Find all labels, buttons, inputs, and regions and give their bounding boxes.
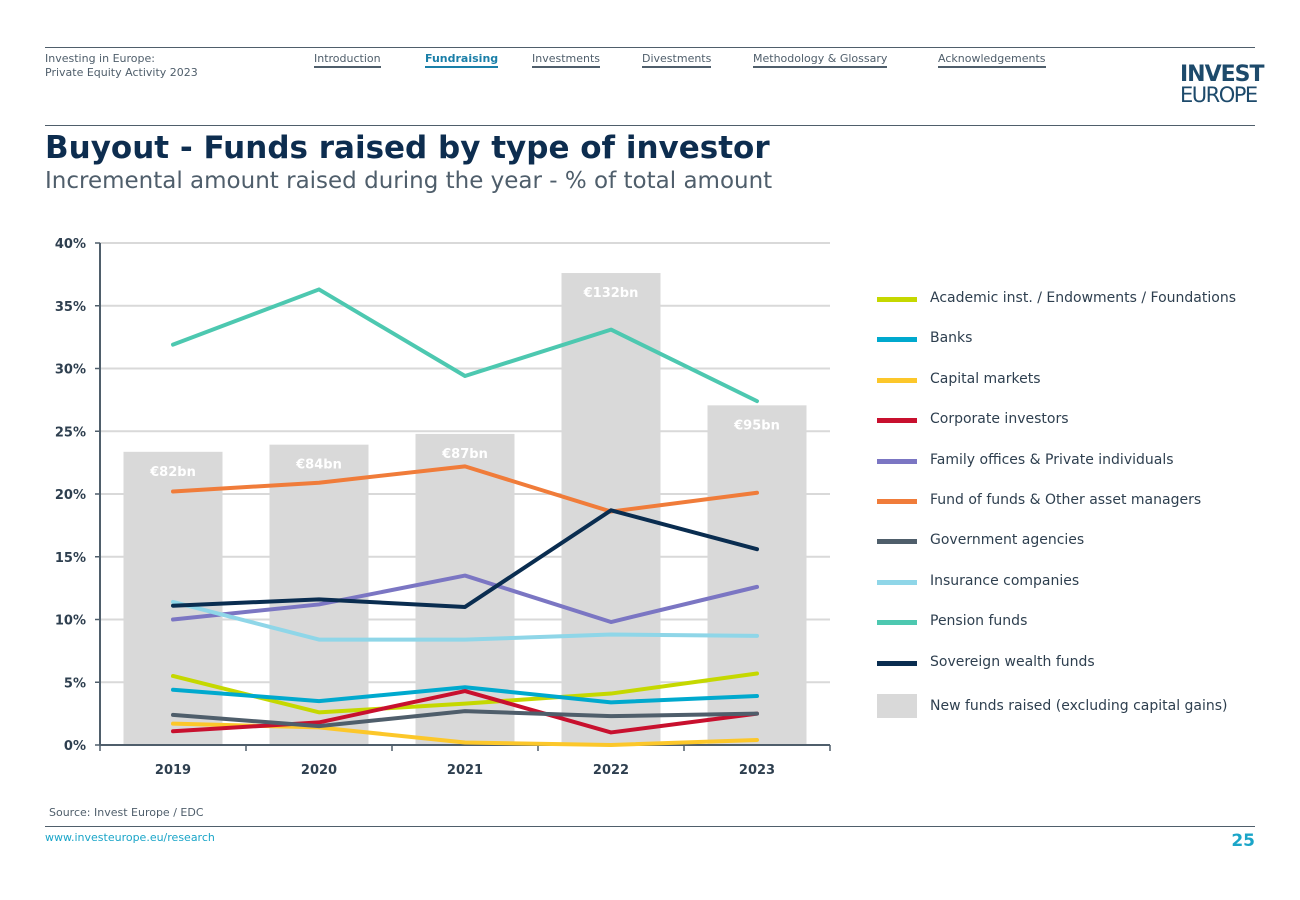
top-divider	[45, 47, 1255, 48]
y-tick-label: 35%	[55, 300, 86, 315]
header-divider	[45, 125, 1255, 126]
legend-item: Insurance companies	[877, 571, 1297, 591]
legend-item: Banks	[877, 328, 1297, 348]
footer-link[interactable]: www.investeurope.eu/research	[45, 831, 215, 844]
x-tick-label: 2020	[301, 763, 337, 778]
source-note: Source: Invest Europe / EDC	[49, 806, 204, 819]
nav-investments[interactable]: Investments	[532, 52, 601, 68]
bar-label: €95bn	[733, 418, 780, 433]
legend-swatch	[877, 620, 917, 626]
x-tick-label: 2023	[739, 763, 775, 778]
legend-swatch	[877, 499, 917, 504]
doc-title-line2: Private Equity Activity 2023	[45, 66, 198, 79]
legend-swatch	[877, 297, 917, 302]
x-tick-label: 2019	[155, 763, 191, 778]
bar-2020	[269, 444, 369, 745]
legend-label: Pension funds	[930, 613, 1028, 630]
nav-introduction[interactable]: Introduction	[314, 52, 381, 68]
bar-2021	[415, 433, 515, 745]
page-number: 25	[1231, 831, 1255, 851]
chart: 0% 5% 10% 15% 20% 25% 30% 35% 40% €82bn €84bn €87bn…	[55, 237, 831, 778]
bar-label: €84bn	[295, 458, 342, 473]
legend-item: Government agencies	[877, 530, 1297, 550]
legend-swatch	[877, 418, 917, 424]
y-tick-label: 5%	[64, 676, 86, 691]
footer-divider	[45, 826, 1255, 827]
legend-item: Sovereign wealth funds	[877, 652, 1297, 672]
page-title: Buyout - Funds raised by type of investo…	[45, 130, 770, 166]
page-subtitle: Incremental amount raised during the yea…	[45, 168, 773, 194]
legend-swatch	[877, 694, 917, 718]
legend-item: Corporate investors	[877, 409, 1297, 429]
invest-europe-logo: INVEST EUROPE	[1180, 62, 1265, 107]
legend-swatch	[877, 539, 917, 545]
legend-item: New funds raised (excluding capital gain…	[877, 694, 1297, 718]
legend-label: Banks	[930, 330, 973, 347]
bar-label: €87bn	[441, 447, 488, 462]
legend-swatch	[877, 377, 917, 383]
y-tick-label: 10%	[55, 614, 86, 629]
y-tick-label: 25%	[55, 425, 86, 440]
logo-line2: EUROPE	[1180, 83, 1258, 107]
doc-title-line1: Investing in Europe:	[45, 52, 155, 65]
legend-item: Fund of funds & Other asset managers	[877, 490, 1297, 510]
legend-label: Academic inst. / Endowments / Foundation…	[930, 290, 1236, 306]
legend-label: Family offices & Private individuals	[930, 451, 1174, 468]
bar-label: €132bn	[583, 286, 639, 301]
legend-item: Academic inst. / Endowments / Foundation…	[877, 288, 1297, 308]
legend-item: Pension funds	[877, 611, 1297, 631]
nav-methodology-glossary[interactable]: Methodology & Glossary	[753, 52, 888, 68]
nav-fundraising[interactable]: Fundraising	[425, 52, 499, 68]
y-tick-label: 40%	[55, 237, 86, 252]
legend-label: Insurance companies	[930, 572, 1080, 589]
y-tick-label: 15%	[55, 551, 86, 566]
legend-item: Family offices & Private individuals	[877, 450, 1297, 470]
bar-2019	[123, 451, 223, 745]
legend-label: New funds raised (excluding capital gain…	[930, 698, 1228, 714]
x-tick-label: 2021	[447, 763, 483, 778]
x-tick-label: 2022	[593, 763, 629, 778]
legend-label: Sovereign wealth funds	[930, 653, 1095, 670]
legend-label: Corporate investors	[930, 411, 1069, 428]
y-tick-label: 20%	[55, 488, 86, 503]
document-title: Investing in Europe: Private Equity Acti…	[45, 52, 198, 80]
legend-swatch	[877, 579, 917, 585]
legend-label: Fund of funds & Other asset managers	[930, 492, 1202, 508]
legend-swatch	[877, 337, 917, 343]
legend-swatch	[877, 660, 917, 666]
legend-swatch	[877, 458, 917, 464]
logo-line1: INVEST	[1180, 62, 1265, 87]
legend-label: Capital markets	[930, 370, 1041, 387]
nav-divestments[interactable]: Divestments	[642, 52, 712, 68]
legend-label: Government agencies	[930, 532, 1085, 549]
y-tick-label: 0%	[64, 739, 86, 754]
nav-acknowledgements[interactable]: Acknowledgements	[938, 52, 1046, 68]
y-tick-label: 30%	[55, 363, 86, 378]
bar-2023	[707, 405, 807, 745]
legend-item: Capital markets	[877, 369, 1297, 389]
bar-label: €82bn	[149, 465, 196, 480]
